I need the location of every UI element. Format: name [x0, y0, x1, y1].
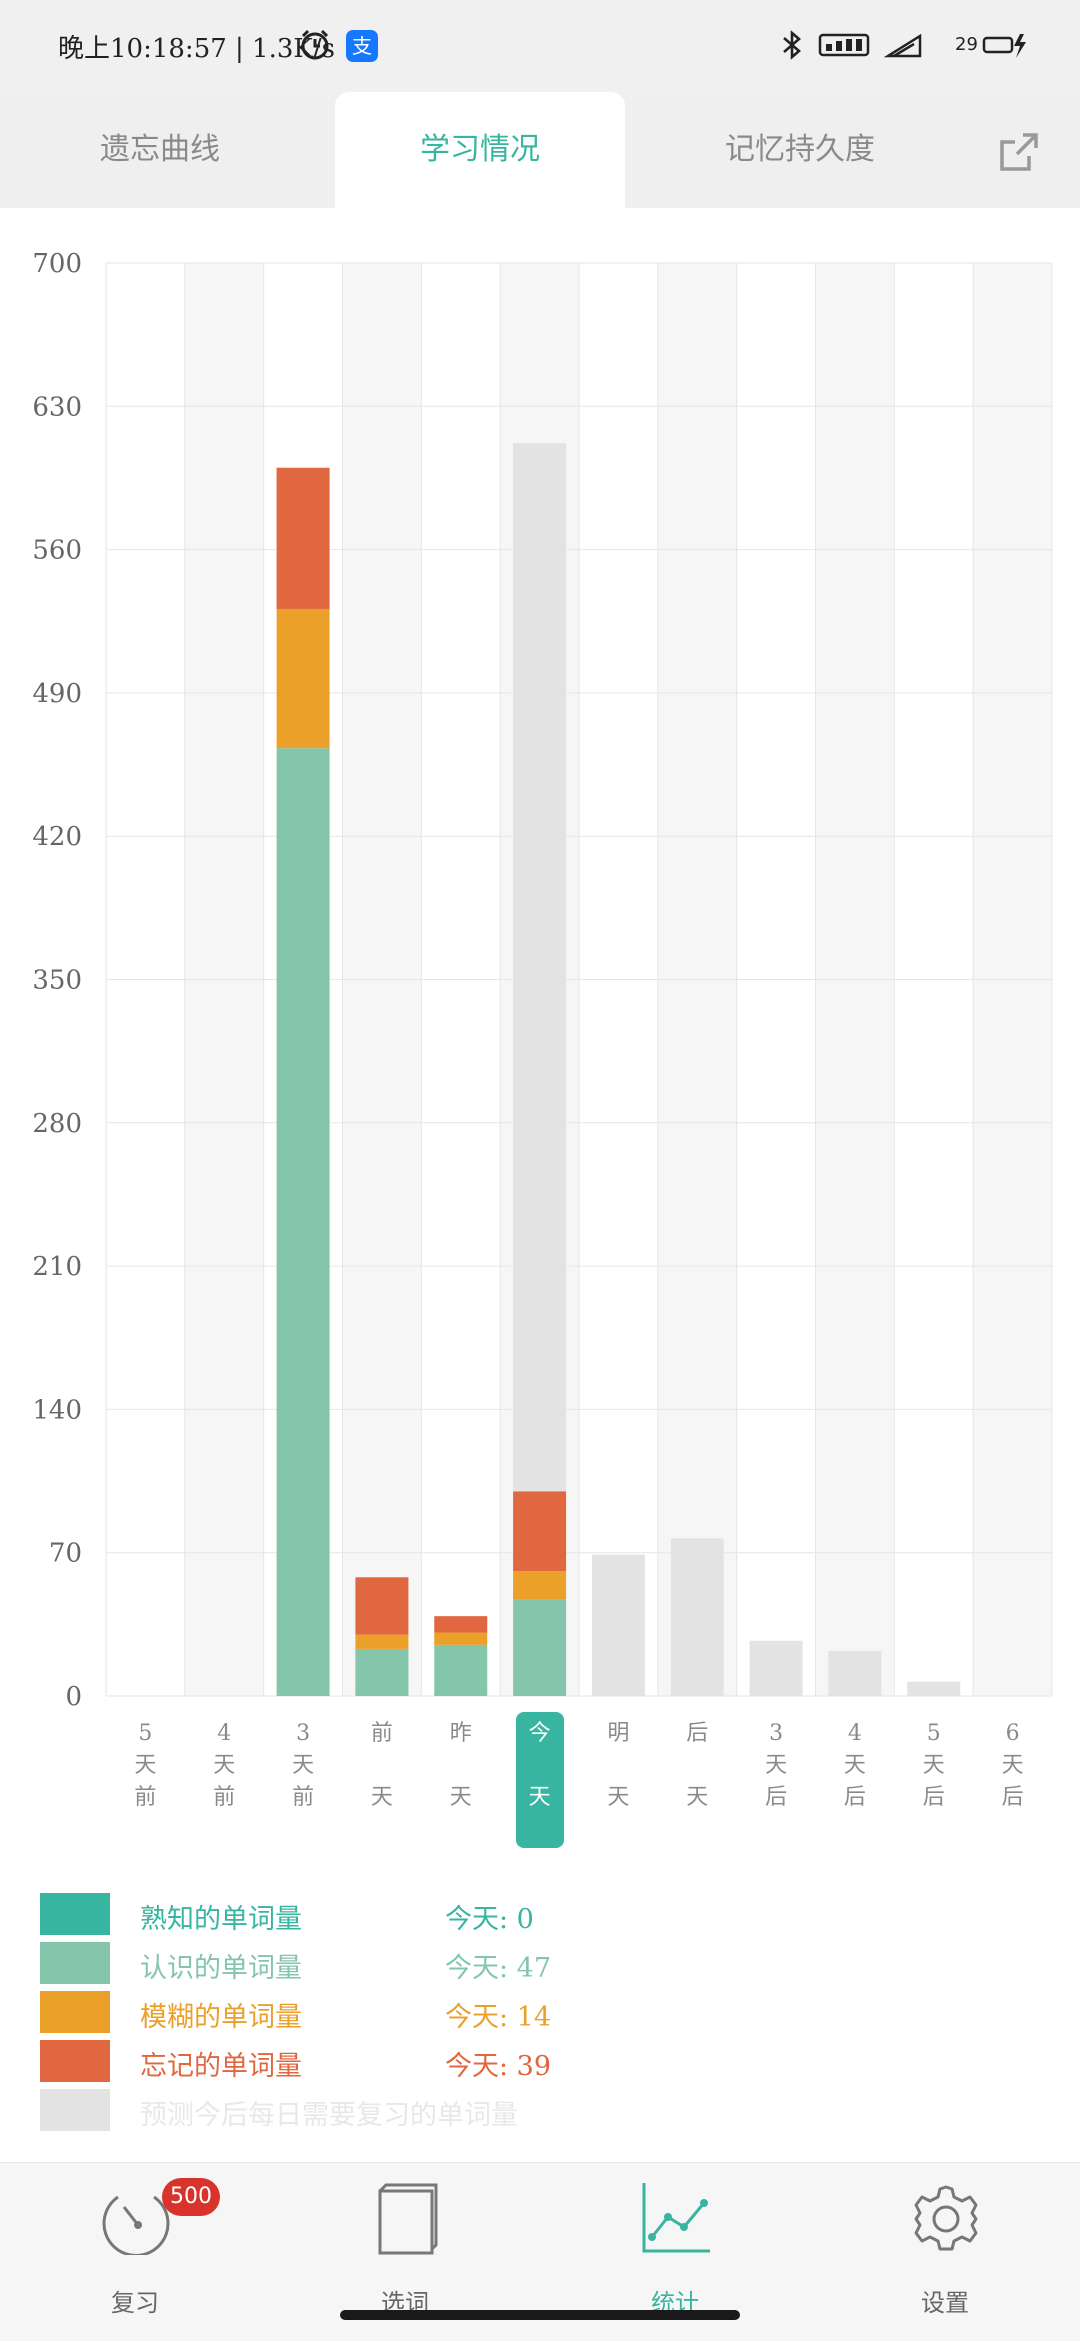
alipay-icon: 支 — [346, 30, 378, 62]
bar-segment-5天后 — [907, 1681, 961, 1696]
line-chart-icon — [642, 2183, 710, 2253]
bar-segment-前天 — [355, 1634, 409, 1649]
bar-segment-4天后 — [828, 1650, 882, 1696]
battery-level: 29 — [955, 34, 978, 55]
legend-swatch — [40, 1991, 110, 2033]
alarm-icon — [301, 29, 329, 60]
y-tick-label: 560 — [32, 536, 82, 566]
x-tick-label: 昨天 — [449, 1721, 472, 1810]
legend-label: 模糊的单词量 — [140, 2002, 302, 2033]
tab-bar: 遗忘曲线 学习情况 记忆持久度 — [0, 92, 1080, 208]
legend-swatch — [40, 2089, 110, 2131]
gear-icon — [914, 2185, 978, 2251]
legend-swatch — [40, 1942, 110, 1984]
x-tick-label: 前天 — [370, 1721, 393, 1810]
bar-segment-今天 — [513, 1571, 567, 1600]
bar-segment-3天后 — [749, 1640, 803, 1696]
legend-item: 忘记的单词量 今天: 39 — [40, 2040, 1040, 2082]
x-tick-label: 今天 — [515, 1712, 564, 1848]
gauge-icon — [102, 2195, 170, 2255]
y-tick-label: 70 — [49, 1539, 82, 1569]
stacked-bar-chart: 0 70 140 210 280 350 420 490 560 630 700 — [0, 208, 1080, 1868]
bluetooth-icon — [783, 30, 801, 60]
share-icon[interactable] — [997, 130, 1041, 174]
status-bar: 晚上10:18:57 | 1.3K/s 支 29 — [0, 0, 1080, 92]
legend-item: 熟知的单词量 今天: 0 — [40, 1893, 1040, 1935]
legend-today-value: 今天: 47 — [445, 1953, 552, 1984]
x-tick-label: 后天 — [686, 1721, 709, 1810]
y-tick-label: 280 — [32, 1109, 82, 1139]
book-icon — [378, 2183, 438, 2255]
legend-today-value: 今天: 14 — [445, 2002, 552, 2033]
bar-segment-今天 — [513, 1491, 567, 1572]
legend-label: 认识的单词量 — [140, 1953, 302, 1984]
y-tick-label: 700 — [32, 249, 82, 279]
bar-segment-3天前 — [276, 467, 330, 609]
home-indicator — [340, 2310, 740, 2320]
legend-today-value: 今天: 39 — [445, 2051, 552, 2082]
bar-segment-后天 — [670, 1538, 724, 1696]
nav-review-label: 复习 — [111, 2289, 159, 2317]
legend-item: 认识的单词量 今天: 47 — [40, 1942, 1040, 1984]
bar-segment-前天 — [355, 1577, 409, 1635]
legend-label: 预测今后每日需要复习的单词量 — [140, 2100, 518, 2131]
y-tick-label: 210 — [32, 1252, 82, 1282]
legend-label: 忘记的单词量 — [140, 2051, 302, 2082]
hd-signal-icon — [818, 33, 870, 57]
x-tick-label: 明天 — [607, 1721, 630, 1810]
legend-item: 模糊的单词量 今天: 14 — [40, 1991, 1040, 2033]
battery-charging-icon — [982, 34, 1026, 58]
legend-item: 预测今后每日需要复习的单词量 — [40, 2089, 1040, 2131]
bar-segment-昨天 — [434, 1632, 488, 1645]
bar-segment-3天前 — [276, 608, 330, 749]
y-tick-label: 630 — [32, 392, 82, 422]
nav-settings-label: 设置 — [921, 2289, 969, 2317]
y-tick-label: 140 — [32, 1395, 82, 1425]
bar-segment-今天 — [513, 443, 567, 1492]
status-time: 晚上10:18:57 | 1.3K/s — [58, 34, 335, 64]
legend-today-value: 今天: 0 — [445, 1904, 534, 1935]
bar-segment-前天 — [355, 1648, 409, 1696]
review-count-badge: 500 — [162, 2178, 220, 2216]
chart-canvas: 0 70 140 210 280 350 420 490 560 630 700 — [32, 249, 1053, 1708]
legend-swatch — [40, 2040, 110, 2082]
wifi-signal-icon — [884, 33, 922, 58]
bar-segment-昨天 — [434, 1644, 488, 1696]
tab-forgetting-curve[interactable]: 遗忘曲线 — [100, 132, 220, 167]
bar-segment-明天 — [591, 1554, 645, 1696]
tab-study-status[interactable]: 学习情况 — [335, 92, 625, 208]
bar-segment-3天前 — [276, 748, 330, 1696]
y-tick-label: 0 — [65, 1682, 82, 1708]
bar-segment-昨天 — [434, 1616, 488, 1633]
y-tick-label: 350 — [32, 966, 82, 996]
bar-segment-今天 — [513, 1599, 567, 1696]
y-tick-label: 420 — [32, 822, 82, 852]
legend-swatch — [40, 1893, 110, 1935]
tab-memory-persistence[interactable]: 记忆持久度 — [725, 132, 875, 167]
legend-label: 熟知的单词量 — [140, 1904, 302, 1935]
y-tick-label: 490 — [32, 679, 82, 709]
